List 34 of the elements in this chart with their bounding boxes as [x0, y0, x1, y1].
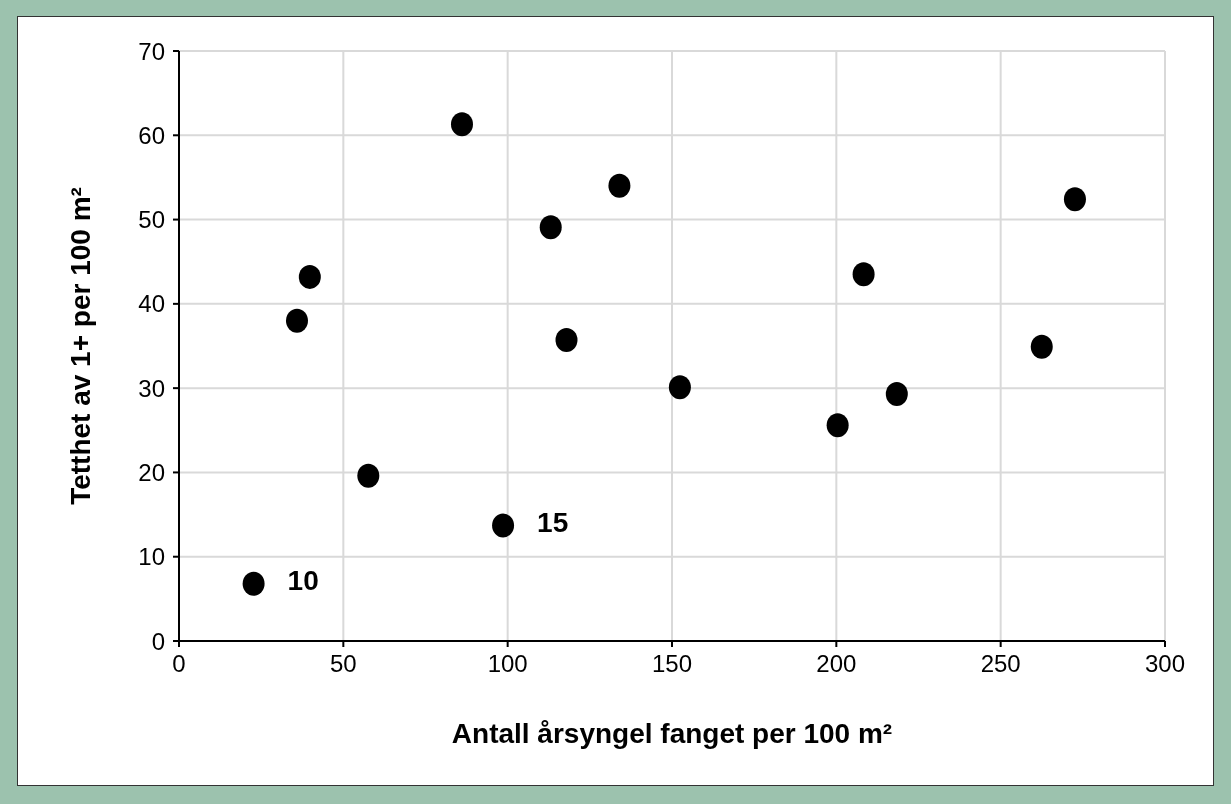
annotation: 10 — [287, 564, 319, 596]
point — [826, 413, 849, 438]
x-tick-label: 150 — [651, 650, 693, 678]
x-tick-label: 0 — [172, 650, 186, 678]
y-tick-label: 10 — [138, 543, 165, 571]
point — [450, 112, 473, 137]
point — [539, 215, 562, 240]
y-tick-label: 0 — [151, 627, 165, 655]
y-tick-label: 50 — [138, 206, 165, 234]
point — [885, 382, 908, 407]
y-tick-label: 20 — [138, 458, 165, 486]
point — [492, 513, 515, 538]
point — [1030, 334, 1053, 359]
x-tick-label: 250 — [980, 650, 1021, 678]
point — [668, 375, 691, 400]
point — [285, 308, 308, 333]
point — [555, 328, 578, 353]
point — [1063, 187, 1086, 212]
x-tick-label: 100 — [487, 650, 528, 678]
point — [852, 262, 875, 287]
point — [357, 463, 380, 488]
y-tick-label: 70 — [138, 37, 165, 65]
x-tick-label: 200 — [816, 650, 857, 678]
point — [298, 264, 321, 289]
x-tick-label: 50 — [329, 650, 357, 678]
point — [608, 173, 631, 198]
y-axis-title: Tetthet av 1+ per 100 m² — [64, 187, 96, 505]
y-tick-label: 30 — [138, 374, 165, 402]
y-tick-label: 60 — [138, 121, 165, 149]
point — [242, 571, 265, 596]
annotation: 15 — [537, 506, 569, 538]
y-tick-label: 40 — [138, 290, 165, 318]
x-tick-label: 300 — [1144, 650, 1186, 678]
x-axis-title: Antall årsyngel fanget per 100 m² — [451, 717, 893, 749]
